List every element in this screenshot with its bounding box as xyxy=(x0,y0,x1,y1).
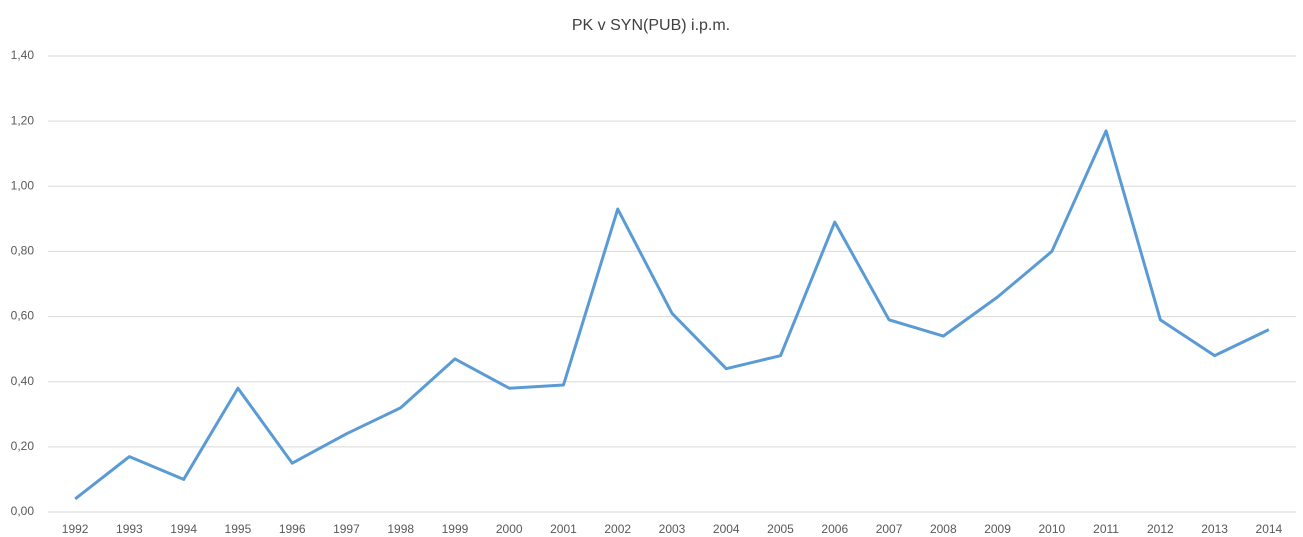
x-tick-label: 2010 xyxy=(1038,522,1065,536)
y-tick-label: 0,80 xyxy=(11,244,35,258)
data-line xyxy=(74,129,1270,501)
x-tick-label: 1997 xyxy=(333,522,360,536)
y-tick-label: 1,40 xyxy=(11,48,35,62)
x-tick-label: 2005 xyxy=(767,522,794,536)
x-tick-label: 1993 xyxy=(116,522,143,536)
x-tick-label: 2004 xyxy=(713,522,740,536)
x-tick-label: 1992 xyxy=(62,522,89,536)
x-tick-label: 1999 xyxy=(442,522,469,536)
x-tick-label: 2013 xyxy=(1201,522,1228,536)
x-tick-label: 2003 xyxy=(659,522,686,536)
x-tick-label: 2001 xyxy=(550,522,577,536)
y-tick-label: 0,60 xyxy=(11,309,35,323)
chart-title: PK v SYN(PUB) i.p.m. xyxy=(572,17,730,34)
x-tick-label: 2012 xyxy=(1147,522,1174,536)
x-tick-label: 2000 xyxy=(496,522,523,536)
y-tick-label: 1,00 xyxy=(11,178,35,192)
x-tick-label: 2006 xyxy=(821,522,848,536)
x-tick-label: 1998 xyxy=(387,522,414,536)
x-tick-label: 1996 xyxy=(279,522,306,536)
x-tick-label: 2002 xyxy=(604,522,631,536)
x-tick-label: 1994 xyxy=(170,522,197,536)
x-tick-label: 2008 xyxy=(930,522,957,536)
x-tick-label: 2009 xyxy=(984,522,1011,536)
x-tick-label: 2011 xyxy=(1093,522,1119,536)
y-tick-label: 0,40 xyxy=(11,374,35,388)
x-tick-label: 1995 xyxy=(225,522,252,536)
x-tick-label: 2007 xyxy=(876,522,903,536)
x-tick-label: 2014 xyxy=(1256,522,1283,536)
y-tick-label: 0,00 xyxy=(11,504,35,518)
y-tick-label: 1,20 xyxy=(11,113,35,127)
y-tick-label: 0,20 xyxy=(11,439,35,453)
